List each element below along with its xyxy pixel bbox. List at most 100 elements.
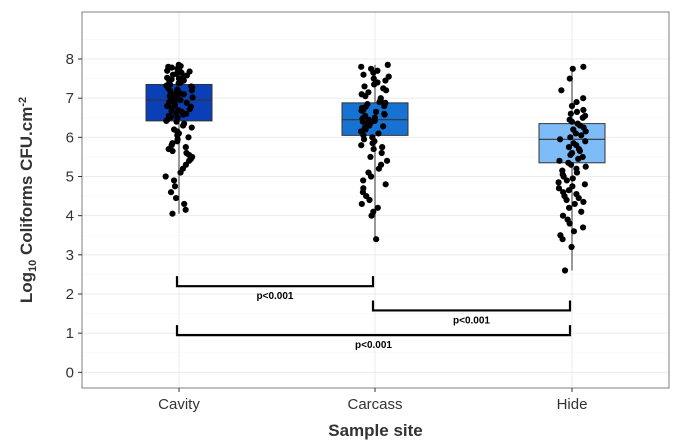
data-point: [575, 194, 582, 202]
data-point: [167, 189, 175, 196]
data-point: [181, 200, 188, 208]
data-point: [573, 98, 580, 106]
data-point: [366, 196, 373, 204]
data-point: [185, 134, 192, 141]
y-tick-label: 1: [66, 325, 74, 342]
data-point: [557, 136, 564, 143]
p-value-label: p<0.001: [257, 291, 294, 302]
data-point: [175, 80, 182, 87]
data-point: [174, 138, 181, 145]
data-point: [376, 98, 383, 106]
data-point: [369, 140, 376, 147]
data-point: [164, 67, 171, 74]
y-tick-label: 7: [66, 90, 74, 107]
data-point: [168, 64, 175, 71]
data-point: [370, 69, 377, 76]
data-point: [180, 91, 187, 98]
data-point: [180, 122, 187, 129]
data-point: [168, 107, 175, 114]
data-point: [172, 194, 180, 202]
data-point: [371, 81, 378, 88]
data-point: [180, 111, 187, 118]
data-point: [367, 153, 374, 161]
data-point: [556, 157, 563, 164]
data-point: [381, 102, 388, 110]
data-point: [171, 183, 179, 190]
data-point: [379, 144, 386, 151]
data-point: [567, 151, 574, 159]
data-point: [575, 155, 582, 162]
data-point: [382, 87, 390, 94]
data-point: [569, 175, 576, 182]
data-point: [565, 204, 573, 211]
y-axis-title: Log10 Coliforms CFU.cm-2: [17, 97, 39, 303]
data-point: [372, 108, 380, 115]
y-tick-label: 8: [66, 51, 74, 68]
y-tick-label: 3: [66, 247, 74, 264]
x-tick-label: Carcass: [347, 396, 402, 413]
data-point: [383, 157, 391, 164]
data-point: [576, 147, 584, 155]
significance-bracket: [175, 325, 572, 337]
data-point: [565, 144, 573, 151]
data-point: [360, 136, 368, 143]
data-point: [566, 220, 573, 227]
data-point: [555, 179, 562, 186]
data-point: [169, 71, 177, 78]
x-tick-label: Cavity: [158, 396, 200, 413]
data-point: [582, 128, 589, 135]
data-point: [568, 118, 576, 125]
data-point: [578, 208, 585, 215]
significance-bracket: [175, 276, 375, 288]
data-point: [582, 163, 589, 170]
data-point: [370, 75, 377, 82]
data-point: [374, 204, 381, 211]
data-point: [362, 93, 369, 100]
data-point: [358, 63, 365, 70]
data-point: [567, 134, 574, 141]
data-point: [384, 61, 391, 68]
data-point: [368, 212, 375, 219]
data-point: [571, 200, 578, 208]
data-point: [380, 123, 387, 130]
significance-bracket: [371, 300, 572, 312]
data-point: [169, 210, 176, 217]
data-point: [582, 138, 589, 145]
x-tick-label: Hide: [557, 396, 588, 413]
data-point: [568, 102, 576, 110]
data-point: [563, 177, 570, 184]
data-point: [573, 108, 581, 115]
data-point: [561, 267, 569, 274]
data-point: [558, 87, 565, 94]
data-point: [367, 173, 375, 180]
p-value-label: p<0.001: [453, 315, 490, 326]
data-point: [578, 132, 585, 139]
data-point: [375, 130, 382, 137]
data-point: [581, 181, 588, 188]
data-point: [182, 144, 189, 151]
data-point: [360, 177, 367, 184]
data-point: [358, 107, 365, 114]
data-point: [580, 95, 587, 102]
data-point: [569, 65, 576, 72]
y-tick-label: 0: [66, 364, 74, 381]
data-point: [570, 228, 578, 235]
data-point: [358, 142, 365, 149]
y-tick-label: 2: [66, 286, 74, 303]
data-point: [177, 169, 184, 176]
data-point: [361, 83, 368, 90]
data-point: [186, 106, 193, 113]
data-point: [170, 177, 178, 184]
data-point: [563, 196, 570, 204]
data-point: [559, 212, 567, 219]
data-point: [162, 173, 169, 180]
data-point: [173, 118, 180, 125]
data-point: [559, 236, 566, 243]
data-point: [359, 118, 366, 125]
data-point: [565, 187, 572, 194]
data-point: [173, 109, 180, 117]
data-point: [580, 106, 587, 114]
data-point: [567, 110, 574, 117]
